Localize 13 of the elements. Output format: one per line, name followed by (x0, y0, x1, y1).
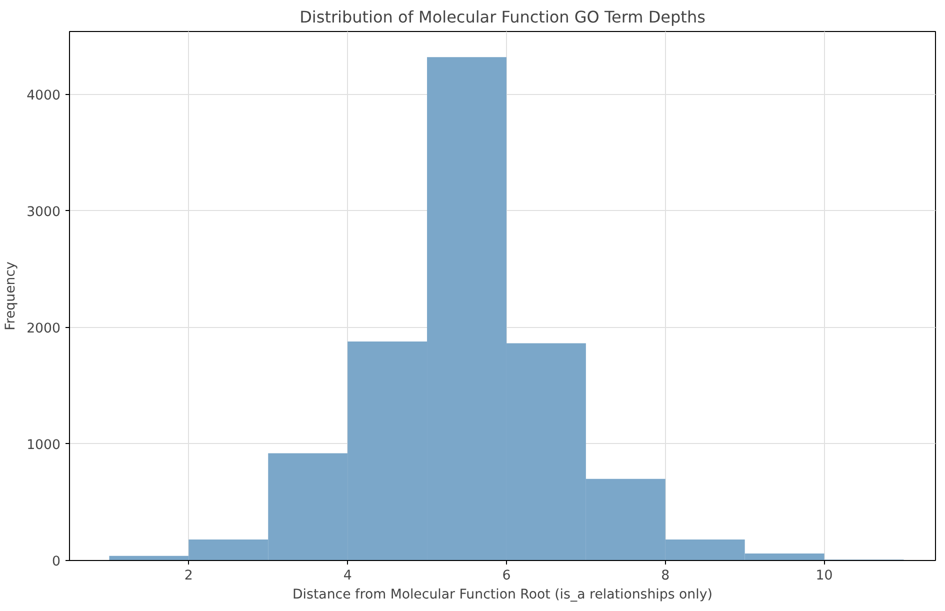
x-tick-label: 8 (661, 568, 670, 584)
x-axis-title: Distance from Molecular Function Root (is_a relationships only) (292, 588, 712, 602)
y-axis-title: Frequency (4, 261, 19, 330)
x-tick-label: 10 (816, 568, 833, 584)
y-tick-label: 2000 (26, 321, 61, 336)
x-tick-label: 4 (343, 568, 352, 584)
chart-title: Distribution of Molecular Function GO Term Depths (300, 8, 706, 26)
y-tick-label: 1000 (26, 438, 61, 453)
y-tick-label: 3000 (26, 204, 61, 220)
y-tick-label: 4000 (26, 88, 61, 104)
x-tick-label: 6 (502, 568, 511, 584)
y-tick-label: 0 (52, 554, 61, 570)
x-tick-label: 2 (184, 568, 193, 584)
